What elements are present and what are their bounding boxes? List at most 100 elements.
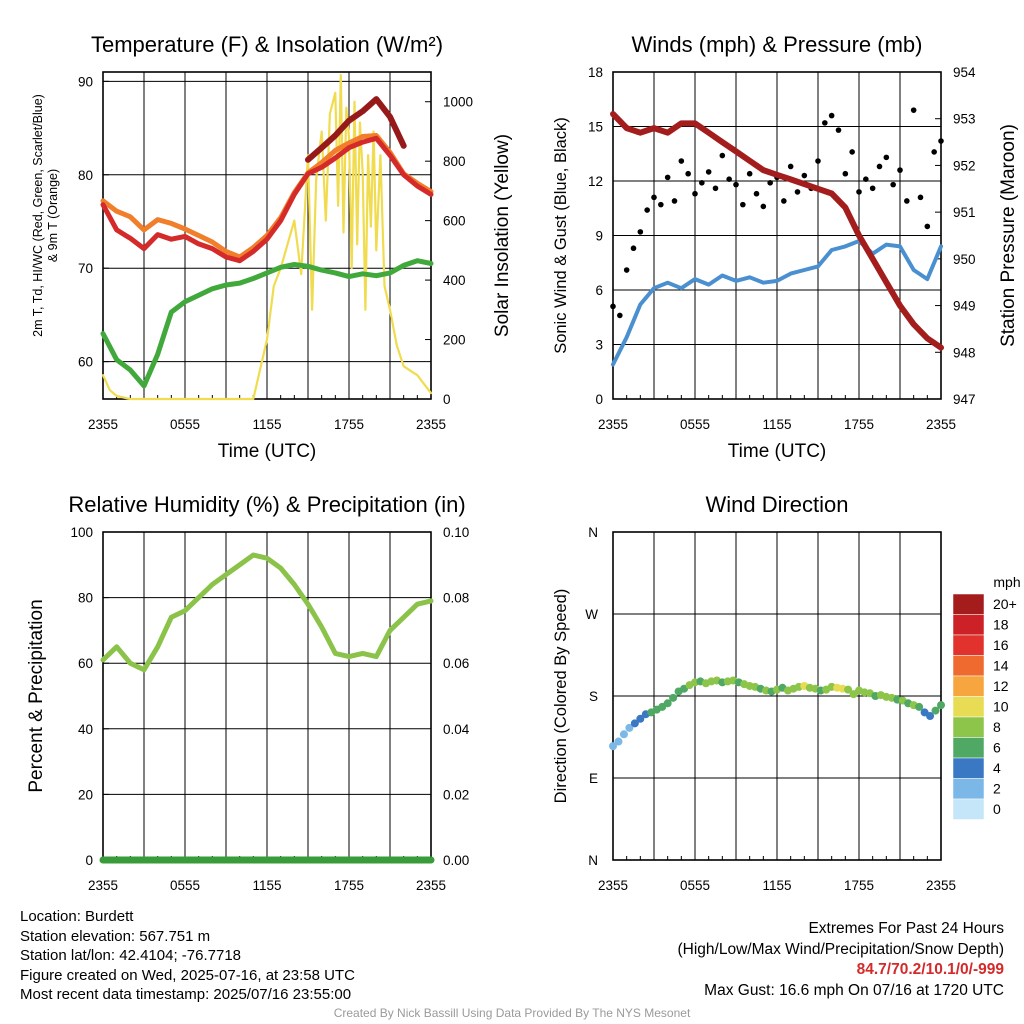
direction-point [915, 702, 924, 711]
direction-y-tick-label: N [588, 853, 598, 868]
pressure-y-tick-label: 949 [953, 299, 976, 314]
temp-y-tick-label: 70 [78, 261, 93, 276]
x-tick-label: 1155 [762, 417, 791, 432]
insolation-y-tick-label: 1000 [443, 95, 473, 110]
pressure-line [610, 111, 944, 351]
gust-point [863, 176, 869, 182]
x-axis-label: Time (UTC) [728, 441, 827, 462]
temp-y-tick-label: 80 [78, 168, 93, 183]
gust-point [924, 223, 931, 230]
gust-point [644, 207, 650, 213]
gust-point [610, 303, 616, 310]
pressure-y-tick-label: 952 [953, 158, 976, 173]
gust-point [760, 203, 767, 210]
x-tick-label: 2355 [416, 878, 446, 893]
x-tick-label: 1155 [762, 878, 791, 893]
gust-point [849, 149, 855, 155]
legend-swatch [952, 593, 985, 615]
insolation-y-tick-label: 400 [443, 273, 466, 288]
x-tick-label: 0555 [170, 417, 200, 432]
pressure-y-tick-label: 947 [953, 392, 976, 407]
gust-point [897, 167, 903, 173]
gust-point [664, 174, 671, 181]
insolation-y-axis-label: Solar Insolation (Yellow) [492, 134, 513, 337]
x-tick-label: 2355 [598, 417, 628, 432]
x-tick-label: 2355 [926, 878, 956, 893]
direction-point [609, 742, 617, 751]
x-tick-label: 1755 [334, 417, 364, 432]
legend-swatch [952, 696, 985, 718]
x-axis-label: Time (UTC) [218, 441, 317, 462]
chart-title: Wind Direction [705, 492, 848, 517]
legend-swatch [952, 737, 985, 759]
x-tick-label: 0555 [680, 878, 710, 893]
gust-point [658, 201, 664, 208]
gust-point [767, 180, 773, 186]
direction-point [663, 699, 672, 708]
temp-y-axis-label-2: & 9m T (Orange) [46, 169, 60, 262]
legend-label: 18 [993, 617, 1009, 633]
direction-point [931, 706, 940, 715]
rh-y-axis-label: Percent & Precipitation [26, 599, 47, 792]
precip-y-tick-label: 0.00 [443, 853, 469, 868]
legend-swatch [952, 655, 985, 677]
direction-point [614, 737, 623, 746]
rh-y-tick-label: 60 [78, 656, 93, 671]
legend-swatch [952, 716, 985, 738]
wind-y-axis-label: Sonic Wind & Gust (Blue, Black) [552, 117, 570, 354]
extremes-title: Extremes For Past 24 Hours [808, 920, 1004, 937]
gust-point [753, 190, 760, 197]
station-info: Location: Burdett Station elevation: 567… [20, 907, 355, 1005]
created-text: Figure created on Wed, 2025-07-16, at 23… [20, 966, 355, 984]
pressure-y-tick-label: 954 [953, 65, 976, 80]
gust-point [699, 180, 705, 186]
x-tick-label: 2355 [88, 878, 118, 893]
x-tick-label: 1755 [844, 417, 874, 432]
gust-point [801, 172, 808, 179]
precip-y-tick-label: 0.06 [443, 656, 469, 671]
precip-y-tick-label: 0.02 [443, 787, 469, 802]
direction-point [625, 723, 634, 732]
precip-y-tick-label: 0.10 [443, 525, 469, 540]
latlon-text: Station lat/lon: 42.4104; -76.7718 [20, 947, 242, 964]
recent-text: Most recent data timestamp: 2025/07/16 2… [20, 986, 352, 1003]
temp-2m-line [100, 135, 434, 264]
temp-y-tick-label: 60 [78, 355, 93, 370]
chart-title: Temperature (F) & Insolation (W/m²) [91, 32, 443, 57]
insolation-y-tick-label: 600 [443, 214, 466, 229]
wind-y-tick-label: 6 [595, 283, 603, 298]
direction-point [926, 712, 935, 721]
direction-point [844, 685, 853, 694]
legend-swatch [952, 778, 985, 800]
x-tick-label: 1755 [334, 878, 364, 893]
gust-point [869, 185, 876, 192]
precip-y-tick-label: 0.04 [443, 722, 470, 737]
gust-point [678, 158, 685, 164]
pressure-y-tick-label: 953 [953, 112, 976, 127]
rh-y-tick-label: 80 [78, 591, 93, 606]
gust-point [794, 189, 801, 195]
gust-point [856, 189, 862, 195]
credit-text: Created By Nick Bassill Using Data Provi… [333, 1006, 691, 1020]
legend-label: 16 [993, 637, 1009, 653]
legend-swatch [952, 614, 985, 636]
extremes-subtitle: (High/Low/Max Wind/Precipitation/Snow De… [677, 940, 1005, 958]
pressure-y-tick-label: 951 [953, 205, 976, 220]
gust-point [671, 198, 678, 204]
gust-point [692, 190, 698, 197]
direction-y-tick-label: S [589, 689, 598, 704]
gust-point [781, 198, 787, 204]
legend-title: mph [993, 574, 1020, 590]
gust-point [822, 120, 828, 126]
gust-point [835, 127, 842, 133]
gust-point [719, 152, 726, 159]
legend-label: 20+ [993, 596, 1017, 612]
gust-point [733, 181, 739, 188]
x-tick-label: 0555 [680, 417, 710, 432]
gust-point [910, 107, 917, 113]
direction-point [619, 730, 628, 739]
gust-point [815, 158, 821, 164]
legend-swatch [952, 798, 985, 820]
gust-point [712, 185, 719, 192]
gust-point [746, 170, 753, 177]
